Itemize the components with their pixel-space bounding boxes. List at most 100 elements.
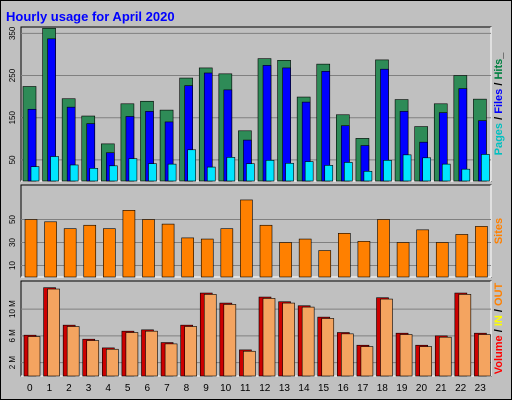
bar-kbytes-12 — [262, 298, 276, 377]
panel-sites: 10 30 50 Sites — [8, 184, 505, 278]
panel-hits-plot-area — [20, 26, 492, 182]
bar-sites-5 — [122, 210, 136, 278]
bar-kbytes-6 — [145, 330, 158, 377]
bar-pages-10 — [226, 157, 236, 182]
x-tick-label: 11 — [240, 383, 251, 394]
bar-sites-14 — [298, 238, 312, 278]
chart-panels: 50 150 250 350 Pages / Files / Hits_ 10 30 50 Si… — [8, 26, 505, 377]
bar-pages-20 — [422, 157, 431, 182]
bar-kbytes-7 — [164, 343, 178, 377]
bar-pages-1 — [50, 156, 59, 182]
x-tick-label: 20 — [416, 383, 428, 394]
bar-pages-6 — [148, 163, 157, 182]
bar-kbytes-10 — [223, 304, 237, 377]
x-tick-label: 8 — [184, 383, 190, 394]
bar-pages-0 — [30, 166, 40, 182]
x-tick-label: 17 — [357, 383, 369, 394]
label-part: Volume — [493, 335, 505, 374]
y-tick-label: 350 — [8, 26, 17, 40]
bar-kbytes-20 — [419, 346, 432, 377]
bar-kbytes-9 — [203, 294, 217, 377]
y-tick-label: 2 M — [8, 356, 17, 370]
bar-pages-18 — [383, 160, 392, 182]
y-tick-label: 150 — [8, 110, 17, 124]
x-axis: 0 1 2 3 4 5 6 7 8 9 10 11 12 13 14 15 16 17 18 19 20 21 22 23 — [27, 383, 486, 394]
bar-pages-4 — [109, 165, 118, 182]
panel-volume-label: Volume / IN / OUT — [493, 282, 505, 374]
y-tick-label: 50 — [8, 215, 17, 224]
panel-hits: 50 150 250 350 Pages / Files / Hits_ — [8, 26, 505, 182]
x-tick-label: 1 — [47, 383, 53, 394]
bar-kbytes-2 — [66, 326, 80, 377]
bar-sites-20 — [416, 229, 429, 278]
bar-sites-8 — [181, 237, 194, 278]
bar-kbytes-1 — [47, 288, 60, 377]
bar-sites-18 — [377, 219, 390, 278]
bar-pages-23 — [481, 154, 490, 182]
bar-pages-11 — [246, 163, 255, 182]
bar-pages-22 — [461, 168, 471, 182]
panel-hits-label: Pages / Files / Hits_ — [493, 52, 505, 156]
bar-sites-17 — [357, 241, 371, 278]
x-tick-label: 21 — [435, 383, 447, 394]
bar-sites-13 — [279, 242, 292, 278]
label-part: _ — [493, 52, 505, 60]
bar-pages-14 — [304, 161, 314, 182]
bar-pages-5 — [128, 158, 138, 182]
bar-sites-6 — [142, 219, 155, 278]
bar-sites-1 — [44, 221, 57, 278]
bar-kbytes-23 — [478, 334, 491, 377]
label-part: Hits — [493, 59, 505, 80]
bar-pages-8 — [187, 149, 196, 182]
label-part: Pages — [493, 123, 505, 155]
x-tick-label: 0 — [27, 383, 33, 394]
x-tick-label: 3 — [86, 383, 92, 394]
y-tick-label: 30 — [8, 238, 17, 247]
bar-files-15 — [321, 71, 331, 182]
bar-kbytes-21 — [438, 336, 452, 377]
panel-sites-label: Sites — [493, 218, 505, 244]
label-part: Sites — [493, 218, 505, 244]
bar-pages-2 — [69, 164, 79, 182]
bar-sites-16 — [338, 233, 351, 278]
bar-pages-3 — [89, 168, 99, 182]
bar-kbytes-5 — [125, 332, 139, 377]
x-tick-label: 14 — [298, 383, 310, 394]
label-part: / — [493, 326, 505, 335]
bar-pages-21 — [441, 163, 451, 182]
bar-kbytes-22 — [458, 294, 472, 377]
y-tick-label: 50 — [8, 155, 17, 164]
y-tick-label: 10 — [8, 261, 17, 270]
panel-sites-plot-area — [20, 184, 492, 278]
bar-sites-21 — [435, 242, 449, 278]
x-tick-label: 18 — [377, 383, 389, 394]
chart-title: Hourly usage for April 2020 — [6, 9, 175, 24]
bar-kbytes-3 — [86, 340, 100, 377]
bar-files-9 — [203, 72, 213, 182]
label-part: / — [493, 80, 505, 89]
bar-sites-23 — [475, 226, 488, 278]
bar-pages-16 — [344, 162, 353, 182]
bar-kbytes-19 — [399, 334, 413, 377]
bar-sites-4 — [103, 228, 116, 278]
x-tick-label: 5 — [125, 383, 131, 394]
x-tick-label: 22 — [455, 383, 467, 394]
bar-pages-9 — [206, 166, 216, 182]
bar-sites-2 — [63, 228, 77, 278]
bar-kbytes-16 — [341, 333, 354, 377]
x-tick-label: 4 — [105, 383, 111, 394]
y-tick-label: 6 M — [8, 329, 17, 343]
bar-sites-15 — [318, 250, 332, 278]
bar-pages-13 — [285, 162, 294, 182]
bar-kbytes-4 — [106, 348, 119, 377]
bar-kbytes-13 — [282, 302, 295, 377]
panel-volume: 2 M 6 M 10 M Volume / IN / OUT — [8, 280, 505, 377]
bar-kbytes-8 — [184, 326, 197, 377]
bar-sites-10 — [220, 228, 234, 278]
bar-files-22 — [458, 88, 468, 182]
bar-kbytes-15 — [321, 318, 335, 377]
y-tick-label: 10 M — [8, 300, 17, 318]
bar-pages-17 — [363, 170, 373, 182]
bar-sites-3 — [83, 224, 97, 278]
